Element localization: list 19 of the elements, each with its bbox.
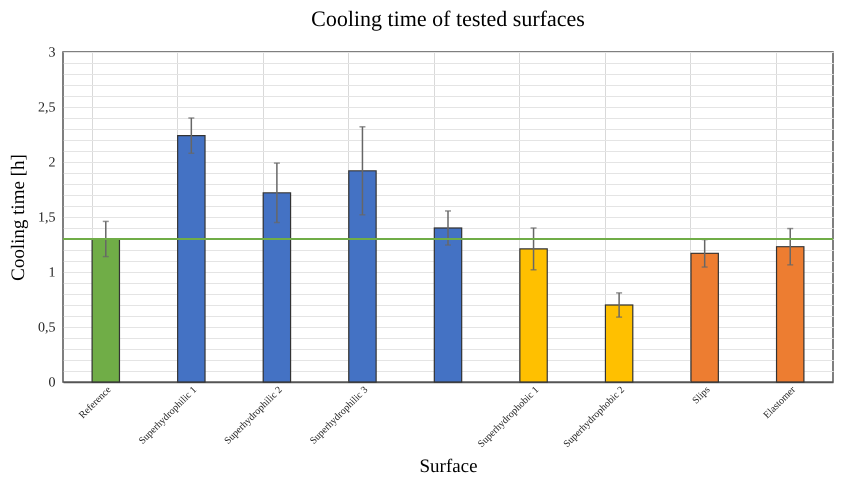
- bar: [348, 170, 377, 383]
- bar: [690, 252, 719, 383]
- y-tick-label: 0: [48, 376, 56, 390]
- bar: [604, 304, 634, 383]
- chart-title: Cooling time of tested surfaces: [311, 6, 585, 31]
- x-axis-title: Surface: [419, 456, 478, 478]
- x-tick-label: Slips: [690, 384, 713, 406]
- y-tick-label: 1: [48, 266, 56, 280]
- y-tick-label: 3: [48, 46, 56, 60]
- y-tick-label: 2: [48, 156, 56, 170]
- y-tick-label: 2,5: [38, 100, 56, 116]
- bar: [434, 227, 462, 383]
- bar: [519, 248, 548, 383]
- y-axis-title: Cooling time [h]: [8, 154, 29, 281]
- bar: [262, 192, 292, 383]
- y-tick-label: 0,5: [38, 320, 56, 336]
- y-tick-label: 1,5: [38, 210, 56, 226]
- bar: [776, 246, 805, 383]
- bar: [177, 135, 206, 383]
